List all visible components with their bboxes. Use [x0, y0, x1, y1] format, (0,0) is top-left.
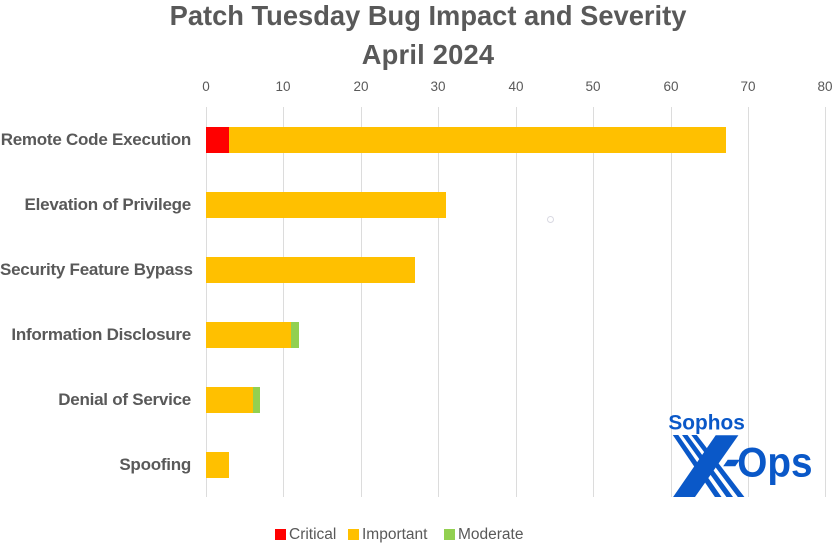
svg-text:Ops: Ops	[737, 438, 812, 486]
svg-text:Sophos: Sophos	[668, 411, 744, 434]
